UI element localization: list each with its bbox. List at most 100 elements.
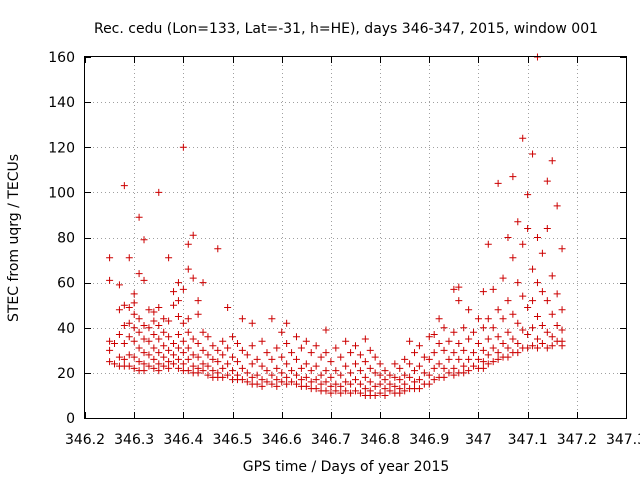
data-point	[292, 333, 300, 341]
data-point	[258, 382, 266, 390]
data-point	[381, 367, 389, 375]
data-point	[327, 382, 335, 390]
data-point	[533, 234, 541, 241]
data-point	[145, 362, 153, 370]
data-point	[479, 358, 487, 366]
data-point	[155, 335, 163, 343]
data-point	[165, 254, 173, 262]
y-tick-label: 0	[66, 411, 75, 427]
data-point	[460, 362, 468, 370]
data-point	[174, 344, 182, 352]
data-point	[529, 324, 537, 332]
data-point	[135, 344, 143, 352]
data-point	[130, 310, 138, 318]
data-point	[292, 380, 300, 388]
data-point	[548, 157, 556, 165]
data-point	[445, 355, 453, 363]
data-point	[504, 353, 512, 361]
data-point	[150, 344, 158, 352]
data-point	[435, 315, 443, 323]
data-point	[347, 380, 355, 388]
data-point	[233, 340, 241, 348]
data-point	[401, 387, 409, 395]
data-point	[283, 380, 291, 388]
data-point	[238, 346, 246, 354]
data-point	[415, 385, 423, 393]
grid-lines	[85, 57, 626, 418]
data-point	[558, 245, 566, 253]
data-point	[543, 224, 551, 232]
data-point	[430, 364, 438, 372]
data-point	[425, 380, 433, 388]
data-point	[263, 367, 271, 375]
data-point	[194, 297, 202, 305]
data-point	[430, 349, 438, 357]
x-tick-label: 346.8	[360, 432, 400, 448]
data-point	[302, 382, 310, 390]
data-point	[440, 346, 448, 354]
data-point	[435, 360, 443, 368]
data-point	[342, 362, 350, 370]
data-point	[170, 301, 178, 309]
data-point	[504, 234, 512, 241]
data-point	[189, 335, 197, 343]
data-point	[307, 367, 315, 375]
data-point	[229, 333, 237, 341]
data-point	[465, 367, 473, 375]
data-point	[474, 315, 482, 323]
data-point	[135, 213, 143, 221]
data-point	[494, 179, 502, 187]
data-point	[273, 376, 281, 384]
data-point	[327, 373, 335, 381]
data-point	[160, 353, 168, 361]
data-point	[140, 321, 148, 329]
data-point	[514, 349, 522, 357]
data-point	[268, 380, 276, 388]
data-point	[120, 340, 128, 348]
data-point	[174, 279, 182, 287]
data-point	[327, 358, 335, 366]
data-point	[376, 371, 384, 379]
data-point	[268, 371, 276, 379]
data-point	[145, 306, 153, 314]
data-point	[248, 342, 256, 350]
data-point	[509, 173, 517, 181]
data-point	[361, 358, 369, 366]
data-point	[288, 378, 296, 386]
data-point	[283, 373, 291, 381]
y-tick-label: 20	[57, 366, 75, 382]
data-point	[155, 349, 163, 357]
data-point	[524, 344, 532, 352]
data-point	[160, 328, 168, 336]
data-point	[450, 328, 458, 336]
data-point	[189, 351, 197, 359]
data-point	[543, 177, 551, 185]
data-point	[386, 380, 394, 388]
chart-title: Rec. cedu (Lon=133, Lat=-31, h=HE), days…	[94, 21, 598, 37]
x-tick-label: 347.1	[508, 432, 548, 448]
data-point	[391, 373, 399, 381]
data-point	[155, 303, 163, 311]
data-point	[524, 191, 532, 199]
data-point	[519, 134, 527, 142]
data-point	[352, 360, 359, 368]
data-point	[470, 362, 478, 370]
data-point	[322, 367, 330, 375]
data-point	[150, 317, 158, 325]
data-point	[415, 376, 423, 384]
data-point	[381, 385, 389, 393]
data-point	[288, 349, 296, 357]
data-point	[406, 337, 414, 345]
data-point	[224, 303, 232, 311]
data-point	[524, 224, 532, 232]
x-tick-labels: 346.2 346.3 346.4 346.5 346.6 346.7 346.8 346.9…	[65, 432, 640, 448]
y-tick-label: 40	[57, 321, 75, 337]
data-point	[155, 360, 163, 368]
data-point	[499, 274, 507, 282]
data-point	[558, 326, 566, 334]
data-point	[273, 382, 281, 390]
data-point	[538, 321, 546, 329]
data-point	[194, 353, 202, 361]
data-point	[199, 328, 207, 336]
data-point	[519, 326, 527, 334]
